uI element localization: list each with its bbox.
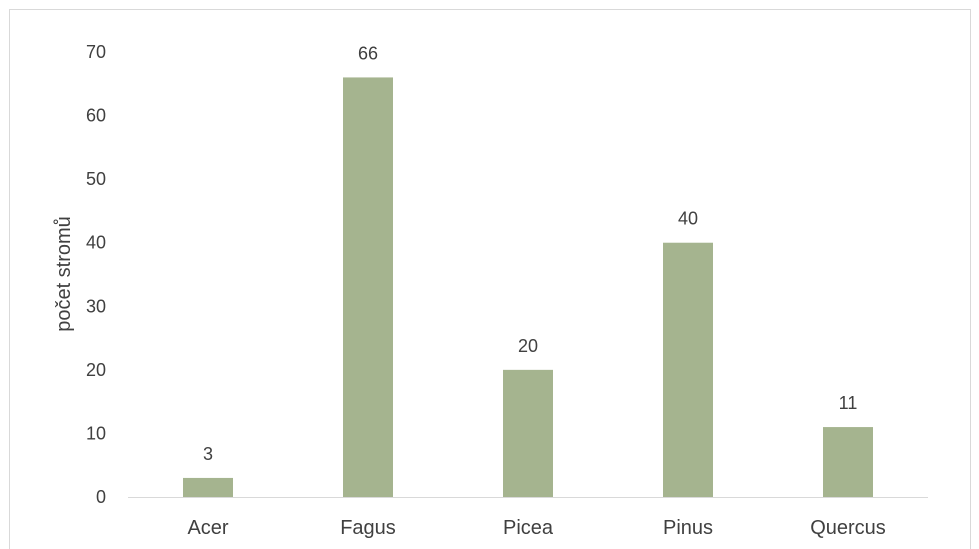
- y-tick-label: 40: [86, 233, 106, 253]
- y-axis-ticks: 0 10 20 30 40 50 60 70: [86, 42, 106, 507]
- x-axis-category-labels: Acer Fagus Picea Pinus Quercus: [187, 517, 885, 539]
- data-labels: 3 66 20 40 11: [203, 43, 858, 464]
- y-tick-label: 0: [96, 487, 106, 507]
- x-tick-label: Fagus: [340, 517, 396, 539]
- chart-frame: [9, 9, 971, 549]
- bars: [183, 77, 873, 497]
- y-tick-label: 60: [86, 106, 106, 126]
- bar-picea: [503, 369, 553, 497]
- y-tick-label: 20: [86, 360, 106, 380]
- x-tick-label: Quercus: [810, 517, 886, 539]
- y-tick-label: 30: [86, 296, 106, 316]
- x-tick-label: Pinus: [663, 517, 713, 539]
- bar-fagus: [343, 77, 393, 497]
- y-tick-label: 50: [86, 169, 106, 189]
- y-tick-label: 10: [86, 423, 106, 443]
- y-axis-title: počet stromů: [53, 216, 75, 332]
- bar-pinus: [663, 242, 713, 497]
- data-label: 3: [203, 444, 213, 464]
- data-label: 20: [518, 336, 538, 356]
- data-label: 11: [839, 393, 858, 413]
- data-label: 66: [358, 43, 378, 63]
- x-tick-label: Picea: [503, 517, 554, 539]
- x-tick-label: Acer: [187, 517, 228, 539]
- data-label: 40: [678, 209, 698, 229]
- y-tick-label: 70: [86, 42, 106, 62]
- bar-acer: [183, 477, 233, 497]
- bar-quercus: [823, 427, 873, 497]
